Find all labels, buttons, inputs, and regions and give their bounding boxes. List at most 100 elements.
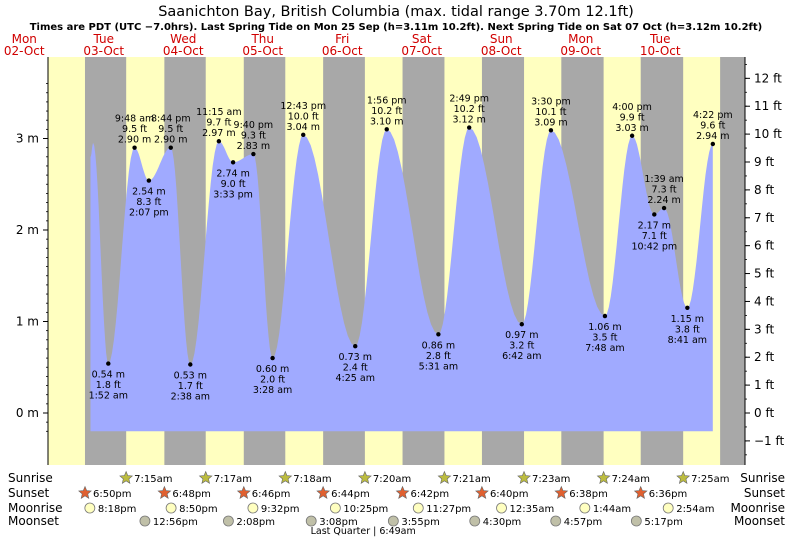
low-tide-point bbox=[188, 362, 193, 367]
moonrise-moon-icon bbox=[662, 502, 674, 514]
tide-extreme-label: 2.4 ft bbox=[343, 363, 368, 374]
day-date-label: 03-Oct bbox=[83, 44, 124, 58]
tide-extreme-label: 8.3 ft bbox=[136, 197, 161, 208]
y-tick-label-right: 2 ft bbox=[754, 350, 774, 364]
high-tide-point bbox=[251, 151, 256, 157]
tide-extreme-label: 4:22 pm bbox=[693, 110, 733, 121]
tide-extreme-label: 3:28 am bbox=[253, 385, 292, 396]
sunrise-time: 7:18am bbox=[293, 474, 331, 485]
tide-extreme-label: 1:39 am bbox=[644, 174, 683, 185]
moonset-time: 4:30pm bbox=[483, 517, 522, 528]
moonrise-time: 11:27pm bbox=[426, 504, 471, 515]
tide-extreme-label: 3.04 m bbox=[287, 122, 320, 133]
sunrise-star-icon bbox=[198, 470, 213, 484]
y-tick-label-right: 1 ft bbox=[754, 378, 774, 392]
tide-extreme-label: 10:42 pm bbox=[631, 241, 677, 252]
sunrise-row-label-left: Sunrise bbox=[8, 471, 53, 485]
tide-extreme-label: 7.1 ft bbox=[642, 231, 667, 242]
sunset-star-icon bbox=[633, 485, 648, 499]
sunset-time: 6:44pm bbox=[331, 489, 370, 500]
moonset-row-label-right: Moonset bbox=[734, 514, 785, 528]
moonrise-time: 9:32pm bbox=[261, 504, 300, 515]
sunset-time: 6:50pm bbox=[93, 489, 132, 500]
day-date-label: 04-Oct bbox=[163, 44, 204, 58]
tide-extreme-label: 9.5 ft bbox=[122, 124, 147, 135]
sunset-time: 6:40pm bbox=[490, 489, 529, 500]
y-tick-label-right: 6 ft bbox=[754, 239, 774, 253]
tide-extreme-label: 2.97 m bbox=[202, 128, 235, 139]
moonrise-moon-icon bbox=[496, 502, 507, 514]
moonset-moon-icon bbox=[305, 515, 317, 527]
moonrise-moon-icon bbox=[579, 502, 591, 514]
sunrise-time: 7:24am bbox=[612, 474, 650, 485]
day-date-label: 10-Oct bbox=[640, 44, 681, 58]
tide-extreme-label: 12:43 pm bbox=[280, 101, 326, 112]
moonrise-row-label-right: Moonrise bbox=[730, 501, 785, 515]
sunset-star-icon bbox=[236, 485, 251, 499]
moonrise-moon-icon bbox=[84, 502, 96, 514]
y-tick-label-left: 0 m bbox=[16, 406, 39, 420]
high-tide-point bbox=[301, 132, 306, 138]
tide-extreme-label: 9.5 ft bbox=[158, 124, 183, 135]
sunset-star-icon bbox=[157, 485, 172, 499]
sunset-time: 6:48pm bbox=[172, 489, 211, 500]
high-tide-point bbox=[384, 127, 389, 132]
low-tide-point bbox=[106, 361, 111, 366]
tide-extreme-label: 11:15 am bbox=[196, 107, 241, 118]
sunset-star-icon bbox=[475, 485, 489, 499]
sunset-row-label-right: Sunset bbox=[744, 486, 785, 500]
tide-extreme-label: 2.54 m bbox=[132, 187, 165, 198]
day-date-label: 06-Oct bbox=[322, 44, 363, 58]
sunset-time: 6:46pm bbox=[252, 489, 291, 500]
tide-extreme-label: 9.6 ft bbox=[700, 120, 725, 131]
low-tide-point bbox=[602, 313, 608, 319]
tide-extreme-label: 2.90 m bbox=[154, 135, 187, 146]
day-name-label: Sat bbox=[412, 32, 432, 46]
moonset-moon-icon bbox=[223, 515, 234, 527]
sunrise-star-icon bbox=[437, 470, 452, 484]
tide-extreme-label: 4:00 pm bbox=[612, 102, 652, 113]
moonrise-moon-icon bbox=[165, 502, 177, 514]
y-tick-label-right: 10 ft bbox=[754, 127, 782, 141]
tide-extreme-label: 10.1 ft bbox=[535, 107, 566, 118]
tide-extreme-label: 1:56 pm bbox=[367, 95, 407, 106]
tide-extreme-label: 2.8 ft bbox=[426, 351, 451, 362]
moonset-moon-icon bbox=[387, 515, 399, 527]
sunset-star-icon bbox=[78, 485, 92, 499]
tide-extreme-label: 2.94 m bbox=[696, 131, 729, 142]
low-tide-point bbox=[230, 160, 236, 165]
sunrise-star-icon bbox=[676, 470, 691, 484]
moonset-time: 4:57pm bbox=[564, 517, 603, 528]
moonrise-moon-icon bbox=[247, 502, 259, 514]
tide-extreme-label: 3.12 m bbox=[452, 115, 485, 126]
astro-rows-group: Sunrise Sunrise 7:15am 7:17am 7:18am 7:20am 7:… bbox=[8, 470, 785, 537]
axes-group: 0 m 1 m 2 m 3 m −1 ft 0 ft 1 ft 2 ft 3 ft 4 ft 5 f… bbox=[16, 57, 785, 465]
sunrise-star-icon bbox=[119, 470, 134, 484]
tide-extreme-label: 9.3 ft bbox=[241, 131, 266, 142]
tide-extreme-label: 2.90 m bbox=[118, 135, 151, 146]
y-tick-label-right: 12 ft bbox=[754, 71, 782, 85]
moonrise-time: 10:25pm bbox=[343, 504, 388, 515]
tide-extreme-label: 2.0 ft bbox=[260, 375, 285, 386]
sunset-star-icon bbox=[316, 485, 331, 499]
day-name-label: Thu bbox=[250, 32, 274, 46]
sunset-time: 6:38pm bbox=[569, 489, 608, 500]
high-tide-point bbox=[629, 133, 635, 138]
y-tick-label-right: 5 ft bbox=[754, 267, 774, 281]
low-tide-point bbox=[685, 305, 690, 310]
y-tick-label-left: 3 m bbox=[16, 132, 39, 146]
low-tide-point bbox=[353, 344, 358, 349]
sunrise-star-icon bbox=[596, 470, 611, 484]
tide-extreme-label: 1:52 am bbox=[89, 391, 128, 402]
moonset-row-label-left: Moonset bbox=[8, 514, 59, 528]
moonrise-moon-icon bbox=[412, 502, 424, 514]
tide-extreme-label: 6:42 am bbox=[502, 351, 541, 362]
tide-extreme-label: 0.53 m bbox=[174, 371, 207, 382]
y-tick-label-right: 0 ft bbox=[754, 406, 774, 420]
day-date-label: 08-Oct bbox=[481, 44, 522, 58]
low-tide-point bbox=[519, 322, 524, 327]
tide-area bbox=[90, 127, 713, 432]
chart-title: Saanichton Bay, British Columbia (max. t… bbox=[158, 4, 634, 20]
tide-extreme-label: 9.7 ft bbox=[206, 118, 231, 129]
tide-extreme-label: 2:38 am bbox=[171, 392, 210, 403]
